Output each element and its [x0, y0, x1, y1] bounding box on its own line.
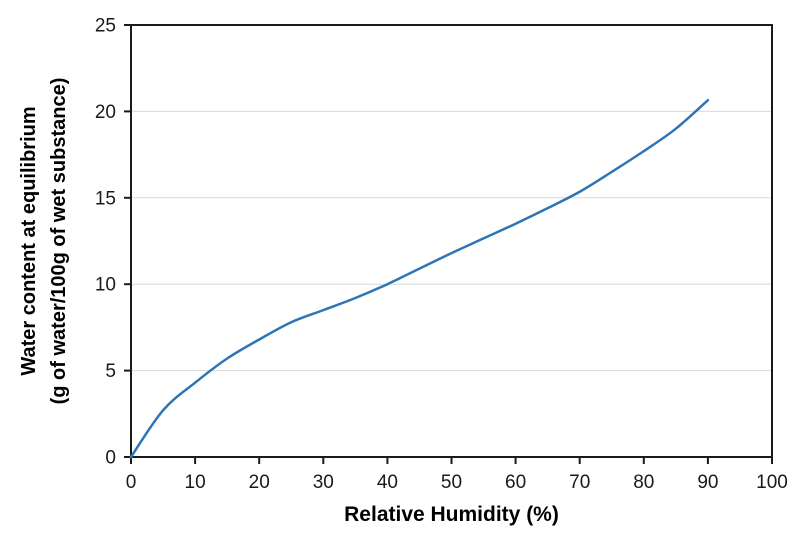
x-tick-label: 70	[569, 472, 590, 493]
x-tick-label: 20	[249, 472, 270, 493]
plot-border	[130, 24, 773, 458]
x-tick-label: 40	[377, 472, 398, 493]
x-tick-label: 60	[505, 472, 526, 493]
y-axis-title-line1: Water content at equilibrium	[18, 106, 40, 376]
y-axis-title-line2: (g of water/100g of wet substance)	[48, 77, 70, 405]
y-tick-label: 20	[95, 102, 116, 123]
y-tick-label: 10	[95, 275, 116, 296]
y-axis-title: Water content at equilibrium (g of water…	[14, 25, 74, 457]
x-tick-label: 80	[633, 472, 654, 493]
x-tick-label: 50	[441, 472, 462, 493]
x-tick-label: 90	[697, 472, 718, 493]
series-line	[129, 98, 710, 459]
x-axis-title: Relative Humidity (%)	[344, 503, 559, 526]
x-tick-label: 100	[756, 472, 788, 493]
y-tick-label: 15	[95, 188, 116, 209]
x-tick-label: 30	[313, 472, 334, 493]
y-tick-label: 0	[105, 448, 116, 469]
y-tick-label: 5	[105, 361, 116, 382]
y-tick-label: 25	[95, 16, 116, 37]
x-tick-label: 0	[126, 472, 137, 493]
x-tick-label: 10	[185, 472, 206, 493]
